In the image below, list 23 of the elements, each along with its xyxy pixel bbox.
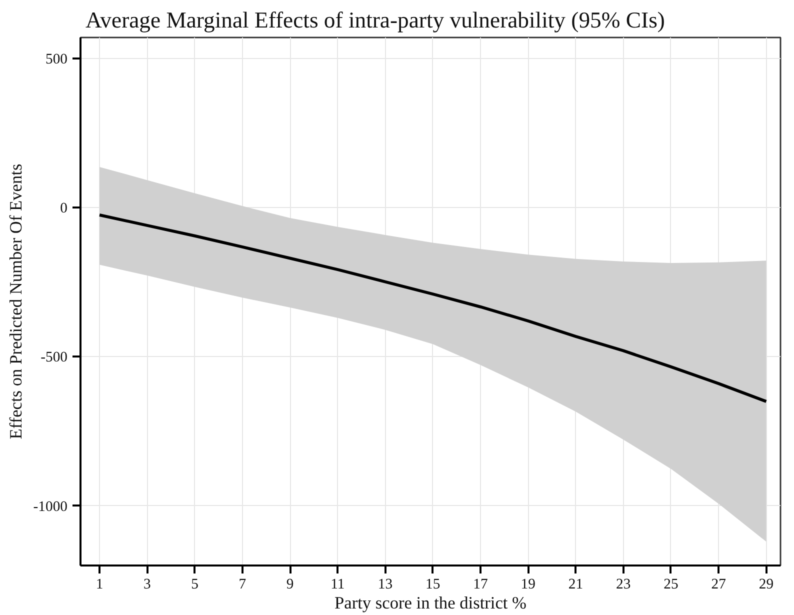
x-axis-title: Party score in the district % <box>334 594 527 612</box>
line-series <box>98 213 768 403</box>
y-tick-label: 0 <box>60 200 68 217</box>
x-tick-label: 13 <box>378 576 393 592</box>
x-tick-label: 21 <box>568 576 584 592</box>
chart-title: Average Marginal Effects of intra-party vulnerability (95% CIs) <box>86 8 665 32</box>
x-tick-label: 29 <box>758 576 774 592</box>
x-tick-label: 3 <box>144 576 151 592</box>
x-tick-label: 23 <box>616 576 631 592</box>
y-tick-label: -1000 <box>33 498 68 515</box>
y-axis-title: Effects on Predicted Number Of Events <box>6 164 26 440</box>
x-tick-label: 19 <box>520 576 536 592</box>
x-tick-label: 25 <box>664 576 678 592</box>
x-tick-label: 1 <box>96 576 104 592</box>
y-tick-label: -500 <box>40 350 68 366</box>
y-tick-label: 500 <box>46 51 68 68</box>
x-tick-label: 9 <box>286 576 294 592</box>
x-tick-label: 5 <box>191 576 198 592</box>
x-tick-label: 7 <box>238 576 246 592</box>
x-tick-label: 15 <box>426 576 440 592</box>
x-tick-label: 17 <box>473 576 488 592</box>
x-tick-label: 11 <box>330 576 345 592</box>
x-tick-label: 27 <box>711 576 726 592</box>
